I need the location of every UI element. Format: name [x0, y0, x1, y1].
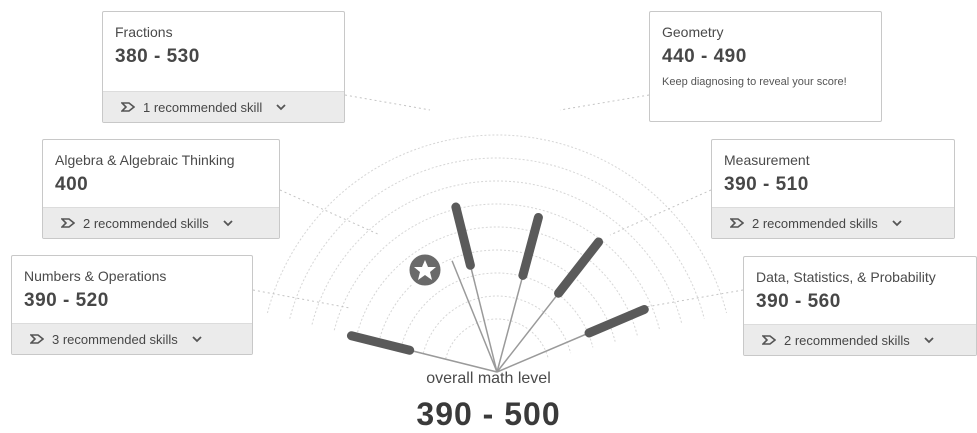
connector-line	[344, 94, 431, 111]
level-ring	[445, 318, 549, 359]
chevron-down-icon	[924, 337, 934, 344]
chevron-down-icon	[192, 336, 202, 343]
recommendation-label: 1 recommended skill	[143, 99, 263, 115]
category-card-geometry: Geometry 440 - 490 Keep diagnosing to re…	[649, 11, 882, 122]
connector-line	[639, 289, 744, 309]
chevron-down-icon	[223, 220, 233, 227]
skill-range-bar	[584, 304, 649, 338]
recommendations-toggle-measurement[interactable]: 2 recommended skills	[712, 207, 954, 238]
level-ring	[356, 226, 638, 337]
level-ring	[266, 134, 728, 314]
recommendation-icon	[121, 102, 135, 112]
level-ring	[311, 180, 683, 325]
category-title: Fractions	[115, 24, 173, 40]
skill-range-bar	[346, 331, 415, 355]
category-card-data-statistics-probability: Data, Statistics, & Probability 390 - 56…	[743, 256, 977, 356]
card-connector-lines	[252, 94, 744, 309]
chevron-down-icon	[276, 104, 286, 111]
skill-range-bar	[518, 212, 543, 280]
category-score: 400	[55, 174, 89, 195]
category-score: 390 - 510	[724, 174, 809, 195]
recommendations-toggle-numbers-operations[interactable]: 3 recommended skills	[12, 323, 252, 354]
recommendation-icon	[730, 218, 744, 228]
skill-range-bar	[554, 237, 604, 298]
skill-ray-line	[451, 260, 498, 373]
recommendations-toggle-data-statistics-probability[interactable]: 2 recommended skills	[744, 324, 976, 355]
recommendation-icon	[762, 335, 776, 345]
recommendations-toggle-fractions[interactable]: 1 recommended skill	[103, 91, 344, 122]
category-card-numbers-operations: Numbers & Operations 390 - 520 3 recomme…	[11, 255, 253, 355]
level-ring	[289, 157, 705, 319]
level-ring	[378, 249, 616, 342]
level-rings	[266, 134, 728, 359]
level-ring	[422, 295, 572, 354]
recommendation-label: 2 recommended skills	[752, 215, 878, 231]
recommendation-label: 2 recommended skills	[83, 215, 209, 231]
recommendation-label: 2 recommended skills	[784, 332, 910, 348]
chevron-down-icon	[892, 220, 902, 227]
overall-level-score: 390 - 500	[416, 396, 561, 432]
category-card-algebra: Algebra & Algebraic Thinking 400 2 recom…	[42, 139, 280, 239]
category-title: Data, Statistics, & Probability	[756, 269, 936, 285]
level-ring	[333, 203, 661, 331]
connector-line	[252, 289, 351, 309]
category-score: 380 - 530	[115, 46, 200, 67]
connector-line	[279, 189, 381, 236]
category-title: Algebra & Algebraic Thinking	[55, 152, 235, 168]
category-title: Geometry	[662, 24, 724, 40]
recommendation-label: 3 recommended skills	[52, 331, 178, 347]
overall-level-label: overall math level	[426, 370, 551, 387]
category-title: Numbers & Operations	[24, 268, 167, 284]
skill-rays	[346, 202, 649, 373]
connector-line	[559, 94, 650, 111]
connector-line	[609, 189, 712, 236]
category-card-fractions: Fractions 380 - 530 1 recommended skill	[102, 11, 345, 123]
category-score: 390 - 520	[24, 290, 109, 311]
category-title: Measurement	[724, 152, 810, 168]
category-score: 390 - 560	[756, 291, 841, 312]
skill-range-bar	[451, 202, 475, 270]
category-score: 440 - 490	[662, 46, 747, 67]
recommendations-toggle-algebra[interactable]: 2 recommended skills	[43, 207, 279, 238]
recommendation-icon	[61, 218, 75, 228]
recommendation-icon	[30, 334, 44, 344]
star-badge-icon	[406, 251, 444, 289]
diagnose-note: Keep diagnosing to reveal your score!	[662, 76, 847, 88]
category-card-measurement: Measurement 390 - 510 2 recommended skil…	[711, 139, 955, 239]
